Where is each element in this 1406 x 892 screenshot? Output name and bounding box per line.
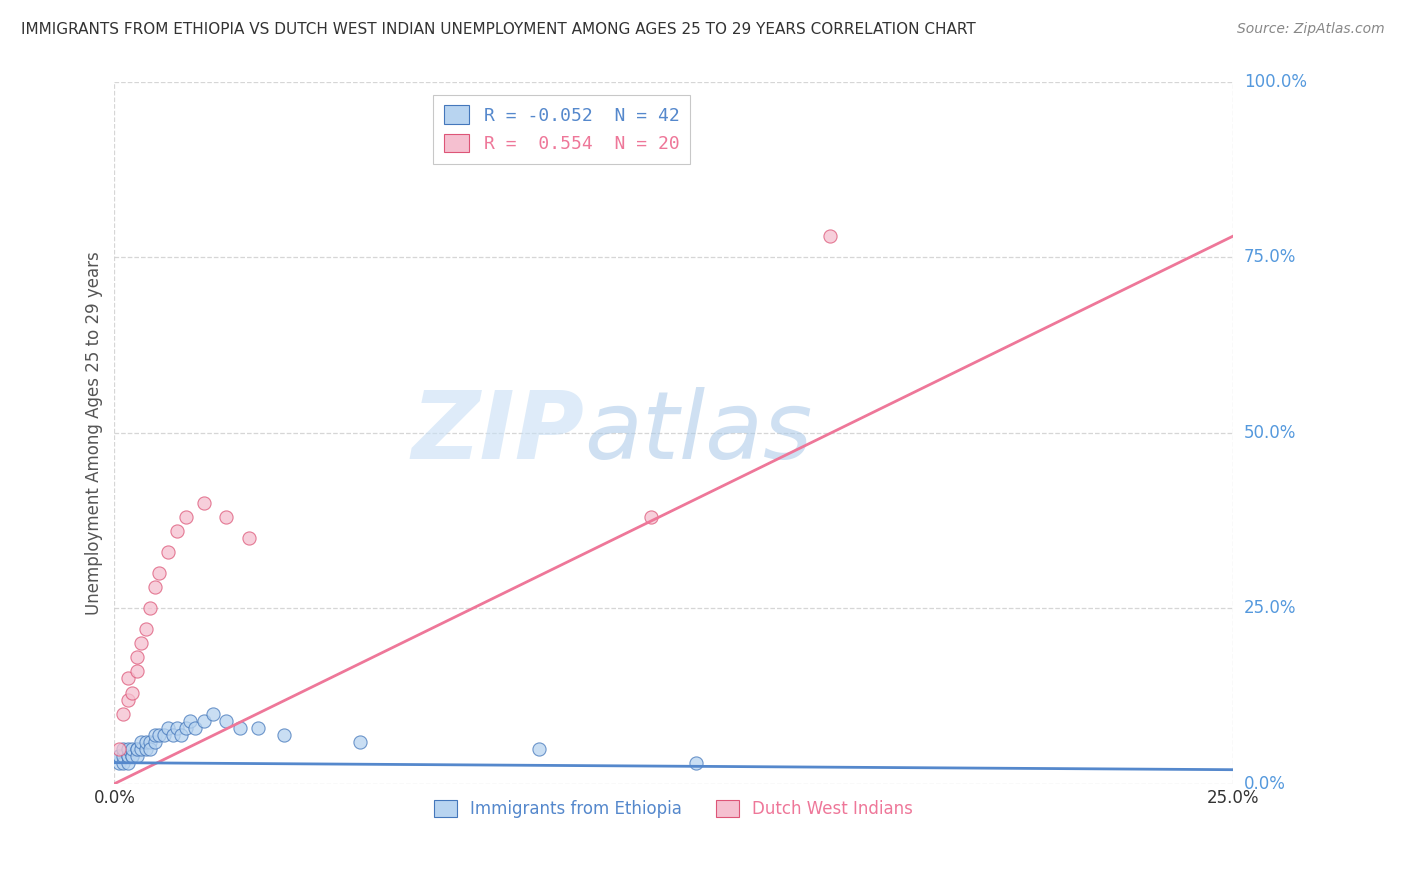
- Text: 25.0%: 25.0%: [1244, 599, 1296, 617]
- Point: [640, 510, 662, 524]
- Point: [143, 734, 166, 748]
- Text: 50.0%: 50.0%: [1244, 424, 1296, 442]
- Point: [125, 665, 148, 679]
- Point: [139, 601, 162, 615]
- Point: [125, 741, 148, 756]
- Point: [125, 748, 148, 763]
- Point: [125, 650, 148, 665]
- Point: [174, 510, 197, 524]
- Legend: Immigrants from Ethiopia, Dutch West Indians: Immigrants from Ethiopia, Dutch West Ind…: [427, 793, 920, 824]
- Text: 75.0%: 75.0%: [1244, 248, 1296, 267]
- Point: [117, 756, 139, 770]
- Point: [135, 741, 157, 756]
- Point: [117, 692, 139, 706]
- Point: [148, 566, 170, 581]
- Point: [246, 721, 269, 735]
- Point: [193, 496, 215, 510]
- Point: [112, 748, 135, 763]
- Y-axis label: Unemployment Among Ages 25 to 29 years: Unemployment Among Ages 25 to 29 years: [86, 251, 103, 615]
- Text: Source: ZipAtlas.com: Source: ZipAtlas.com: [1237, 22, 1385, 37]
- Point: [529, 741, 551, 756]
- Point: [121, 685, 143, 699]
- Point: [170, 728, 193, 742]
- Point: [129, 734, 152, 748]
- Point: [685, 756, 707, 770]
- Point: [112, 756, 135, 770]
- Point: [112, 706, 135, 721]
- Point: [166, 721, 188, 735]
- Point: [193, 714, 215, 728]
- Point: [818, 229, 841, 244]
- Text: 0.0%: 0.0%: [1244, 775, 1285, 793]
- Point: [273, 728, 295, 742]
- Point: [108, 756, 131, 770]
- Point: [129, 741, 152, 756]
- Point: [174, 721, 197, 735]
- Point: [201, 706, 224, 721]
- Point: [125, 741, 148, 756]
- Point: [215, 510, 238, 524]
- Point: [121, 741, 143, 756]
- Point: [117, 748, 139, 763]
- Point: [184, 721, 207, 735]
- Point: [166, 524, 188, 538]
- Point: [228, 721, 250, 735]
- Point: [135, 623, 157, 637]
- Text: IMMIGRANTS FROM ETHIOPIA VS DUTCH WEST INDIAN UNEMPLOYMENT AMONG AGES 25 TO 29 Y: IMMIGRANTS FROM ETHIOPIA VS DUTCH WEST I…: [21, 22, 976, 37]
- Point: [215, 714, 238, 728]
- Point: [108, 748, 131, 763]
- Point: [117, 672, 139, 686]
- Point: [108, 741, 131, 756]
- Point: [117, 741, 139, 756]
- Point: [143, 728, 166, 742]
- Text: 100.0%: 100.0%: [1244, 73, 1306, 91]
- Point: [121, 748, 143, 763]
- Point: [108, 748, 131, 763]
- Point: [148, 728, 170, 742]
- Point: [112, 741, 135, 756]
- Point: [135, 734, 157, 748]
- Point: [139, 741, 162, 756]
- Text: ZIP: ZIP: [411, 387, 583, 479]
- Point: [117, 748, 139, 763]
- Point: [238, 531, 260, 545]
- Point: [152, 728, 174, 742]
- Point: [162, 728, 184, 742]
- Point: [157, 721, 180, 735]
- Point: [179, 714, 201, 728]
- Point: [129, 636, 152, 650]
- Point: [139, 734, 162, 748]
- Point: [349, 734, 371, 748]
- Point: [157, 545, 180, 559]
- Point: [121, 748, 143, 763]
- Text: atlas: atlas: [583, 387, 813, 478]
- Point: [143, 580, 166, 594]
